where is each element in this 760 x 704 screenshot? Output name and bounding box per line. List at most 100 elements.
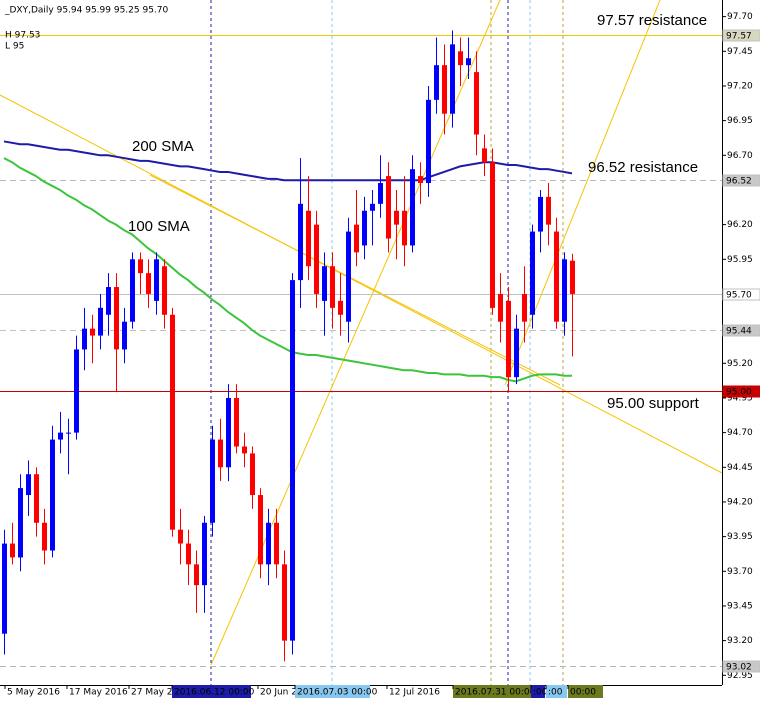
candle-body (34, 474, 39, 523)
candle-body (546, 196, 551, 225)
level-label: 97.57 (726, 32, 752, 42)
candle-body (258, 495, 263, 565)
level-label-box (722, 324, 760, 337)
annotation: 95.00 support (607, 395, 700, 412)
candle-body (114, 287, 119, 350)
candle-body (98, 307, 103, 336)
candle-body (74, 349, 79, 433)
candle-body (314, 224, 319, 294)
y-tick-label: 96.20 (727, 220, 753, 230)
levels (0, 35, 722, 667)
level-label: 95.44 (726, 327, 752, 337)
high-label: H 97.53 (5, 31, 40, 41)
candle-body (162, 266, 167, 315)
candle-body (202, 522, 207, 586)
y-tick-label: 92.95 (727, 671, 753, 681)
level-label-box (722, 29, 760, 42)
candle-body (138, 259, 143, 274)
candle-body (186, 543, 191, 565)
y-tick-label: 94.95 (727, 393, 753, 403)
candle-body (498, 293, 503, 322)
candle-body (346, 231, 351, 322)
annotation: 96.52 resistance (588, 159, 698, 176)
candle-body (562, 259, 567, 322)
y-tick-label: 93.45 (727, 601, 753, 611)
trend-line (504, 0, 661, 386)
candle-body (210, 439, 215, 523)
candle-body (50, 439, 55, 551)
candle-body (506, 300, 511, 378)
candle-body (338, 300, 343, 315)
candle-body (26, 474, 31, 496)
candle-body (450, 44, 455, 114)
y-tick-label: 94.20 (727, 497, 753, 507)
date-label: 17 May 2016 (69, 688, 128, 698)
date-label-box (531, 685, 545, 698)
series-label: 100 SMA (128, 218, 190, 235)
candle-body (362, 210, 367, 246)
level-label: 96.52 (726, 177, 752, 187)
plot (2, 30, 575, 662)
date-label: 2016.07.03 00:00 (297, 688, 378, 698)
date-label: :00 (533, 688, 548, 698)
candle-body (266, 522, 271, 565)
sma-line (3, 157, 572, 383)
date-label: 20 Jun 2 (260, 688, 297, 698)
date-label: :00 (548, 688, 563, 698)
candle-body (458, 51, 463, 66)
candle-body (130, 259, 135, 322)
y-tick-label: 95.20 (727, 359, 753, 369)
candle-body (554, 231, 559, 322)
candle-body (42, 522, 47, 551)
vertical-lines (210, 0, 564, 685)
candle-body (298, 203, 303, 281)
date-label: 5 May 2016 (7, 688, 60, 698)
candle-body (410, 169, 415, 246)
annotation: 97.57 resistance (597, 12, 707, 29)
candle-body (474, 72, 479, 135)
candle-body (482, 148, 487, 163)
candle-body (170, 314, 175, 530)
y-tick-label: 93.70 (727, 567, 753, 577)
y-tick-label: 97.70 (727, 12, 753, 22)
candle-body (466, 58, 471, 66)
candle-body (10, 543, 15, 558)
y-tick-label: 93.95 (727, 532, 753, 542)
candle-body (122, 321, 127, 350)
low-label: L 95 (5, 42, 24, 52)
y-tick-label: 95.95 (727, 255, 753, 265)
candle-body (490, 162, 495, 308)
level-label: 93.02 (726, 663, 752, 673)
date-label: 2016.07.31 00:00 (455, 688, 536, 698)
candle-body (402, 210, 407, 246)
candle-body (106, 287, 111, 315)
date-label: 12 Jul 2016 (389, 688, 440, 698)
y-tick-label: 97.20 (727, 81, 753, 91)
level-label-box (722, 288, 760, 301)
candle-body (354, 224, 359, 253)
level-label: 95.00 (726, 388, 752, 398)
date-label-box (295, 685, 370, 698)
candle-body (178, 529, 183, 544)
candle-body (274, 522, 279, 565)
candle-body (378, 183, 383, 204)
level-label: 95.70 (726, 291, 752, 301)
candle-body (530, 231, 535, 315)
date-label-box (172, 685, 251, 698)
candle-body (434, 65, 439, 100)
y-tick-label: 94.70 (727, 428, 753, 438)
date-label-box (453, 685, 531, 698)
series-label: 200 SMA (132, 138, 194, 155)
candle-body (394, 210, 399, 225)
y-tick-label: 96.70 (727, 151, 753, 161)
level-label-box (722, 660, 760, 673)
candle-body (226, 397, 231, 468)
candle-body (386, 176, 391, 239)
candle-body (194, 564, 199, 586)
candle-body (370, 203, 375, 211)
candle-body (82, 328, 87, 350)
date-label: 2016.06.12 00:00 (174, 688, 255, 698)
trend-line (149, 174, 561, 386)
y-tick-label: 96.95 (727, 116, 753, 126)
